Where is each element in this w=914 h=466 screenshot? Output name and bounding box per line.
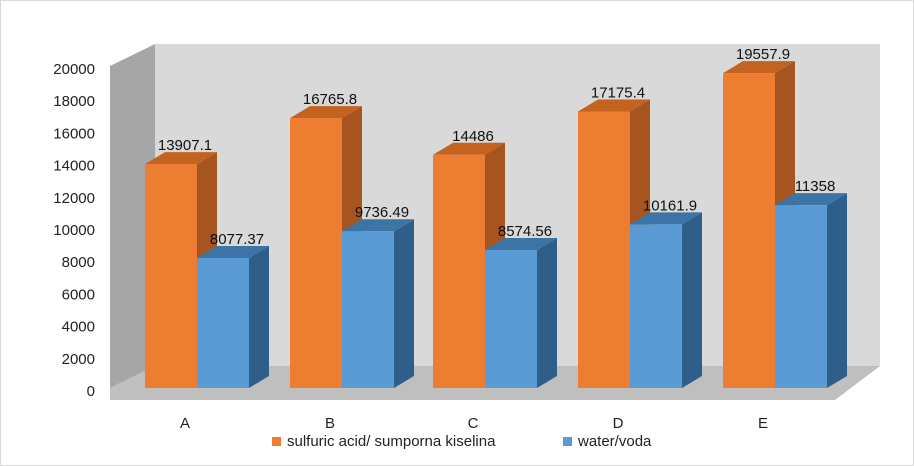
bar-top (630, 212, 702, 225)
y-tick-label: 0 (87, 383, 95, 400)
bar-top (145, 152, 217, 165)
bar-a-series-1 (197, 245, 269, 388)
bar-front (145, 164, 197, 388)
data-label: 9736.49 (355, 204, 409, 221)
bar-e-series-1 (775, 193, 847, 388)
legend-label-water: water/voda (577, 433, 652, 450)
bar-front (197, 257, 249, 388)
x-tick-label: C (468, 415, 479, 432)
bar-side (394, 219, 414, 388)
bar-front (723, 73, 775, 389)
bar-front (775, 205, 827, 388)
y-tick-label: 20000 (53, 61, 95, 78)
bar-front (578, 111, 630, 388)
data-label: 13907.1 (158, 137, 212, 154)
y-tick-label: 12000 (53, 190, 95, 207)
y-tick-label: 8000 (62, 254, 95, 271)
data-label: 14486 (452, 128, 494, 145)
y-tick-label: 14000 (53, 158, 95, 175)
y-tick-label: 10000 (53, 222, 95, 239)
data-label: 17175.4 (591, 84, 645, 101)
bar-front (433, 154, 485, 388)
bar-front (290, 118, 342, 388)
data-label: 8574.56 (498, 223, 552, 240)
y-tick-label: 18000 (53, 93, 95, 110)
x-tick-label: B (325, 415, 335, 432)
x-tick-label: A (180, 415, 190, 432)
bar-front (630, 224, 682, 388)
x-tick-label: D (613, 415, 624, 432)
bar-c-series-1 (485, 237, 557, 388)
y-tick-label: 6000 (62, 286, 95, 303)
bar-d-series-1 (630, 212, 702, 388)
bar-side (537, 237, 557, 388)
bars (145, 61, 847, 389)
data-label: 19557.9 (736, 46, 790, 63)
data-label: 8077.37 (210, 231, 264, 248)
x-axis-ticks: A B C D E (180, 415, 768, 432)
bar-top (723, 61, 795, 74)
legend: sulfuric acid/ sumporna kiselina water/v… (272, 433, 652, 450)
legend-label-sulfuric-acid: sulfuric acid/ sumporna kiselina (287, 433, 496, 450)
data-label: 16765.8 (303, 91, 357, 108)
bar-b-series-1 (342, 219, 414, 388)
legend-swatch-water (563, 437, 572, 446)
bar-top (290, 106, 362, 119)
bar-front (485, 249, 537, 388)
bar-top (197, 245, 269, 258)
bar-top (433, 142, 505, 155)
data-label: 11358 (795, 178, 836, 195)
bar-top (342, 219, 414, 232)
side-wall (110, 44, 155, 388)
y-axis-ticks: 0 2000 4000 6000 8000 10000 12000 14000 16000 180… (53, 61, 95, 400)
y-tick-label: 2000 (62, 351, 95, 368)
y-tick-label: 4000 (62, 319, 95, 336)
bar-top (578, 99, 650, 112)
bar-top (775, 193, 847, 206)
legend-swatch-sulfuric-acid (272, 437, 281, 446)
bar-side (827, 193, 847, 388)
bar-side (249, 245, 269, 388)
y-tick-label: 16000 (53, 125, 95, 142)
data-label: 10161.9 (643, 197, 697, 214)
x-tick-label: E (758, 415, 768, 432)
data-labels: 13907.1 8077.37 16765.8 9736.49 14486 8574.56… (158, 46, 835, 248)
bar-top (485, 237, 557, 250)
bar-front (342, 231, 394, 388)
bar-side (682, 212, 702, 388)
